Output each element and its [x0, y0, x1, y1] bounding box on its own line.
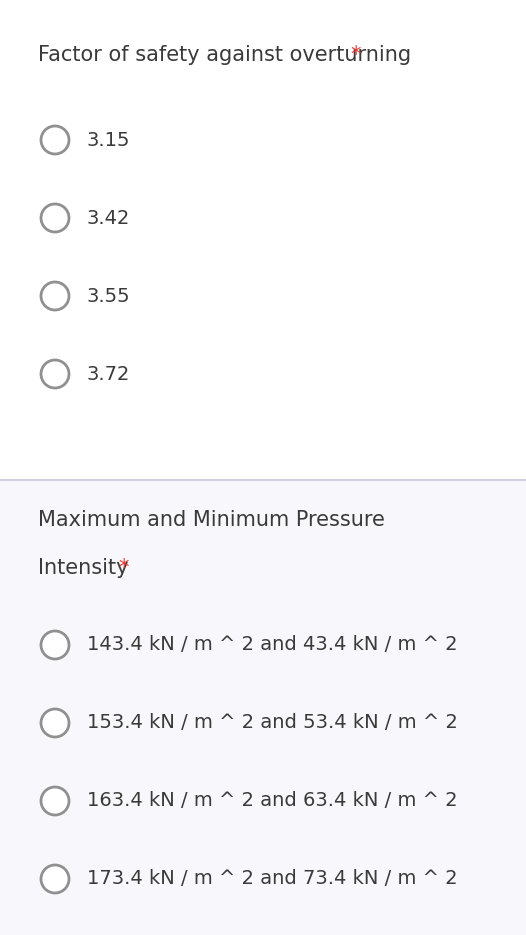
- Circle shape: [41, 709, 69, 737]
- Circle shape: [41, 787, 69, 815]
- Circle shape: [41, 126, 69, 154]
- Text: 3.42: 3.42: [87, 209, 130, 227]
- Text: 153.4 kN / m ^ 2 and 53.4 kN / m ^ 2: 153.4 kN / m ^ 2 and 53.4 kN / m ^ 2: [87, 713, 458, 732]
- Text: 143.4 kN / m ^ 2 and 43.4 kN / m ^ 2: 143.4 kN / m ^ 2 and 43.4 kN / m ^ 2: [87, 636, 458, 654]
- Text: Intensity: Intensity: [38, 558, 128, 578]
- Circle shape: [41, 360, 69, 388]
- Text: *: *: [118, 558, 129, 578]
- Circle shape: [41, 865, 69, 893]
- Text: 3.72: 3.72: [87, 365, 130, 383]
- Text: *: *: [351, 45, 361, 65]
- Circle shape: [41, 631, 69, 659]
- Circle shape: [41, 204, 69, 232]
- Circle shape: [41, 282, 69, 310]
- Text: Factor of safety against overturning: Factor of safety against overturning: [38, 45, 411, 65]
- Text: 3.15: 3.15: [87, 131, 130, 150]
- Text: 163.4 kN / m ^ 2 and 63.4 kN / m ^ 2: 163.4 kN / m ^ 2 and 63.4 kN / m ^ 2: [87, 792, 458, 811]
- Text: 3.55: 3.55: [87, 286, 130, 306]
- Text: Maximum and Minimum Pressure: Maximum and Minimum Pressure: [38, 510, 385, 530]
- Text: 173.4 kN / m ^ 2 and 73.4 kN / m ^ 2: 173.4 kN / m ^ 2 and 73.4 kN / m ^ 2: [87, 870, 458, 888]
- FancyBboxPatch shape: [0, 480, 526, 935]
